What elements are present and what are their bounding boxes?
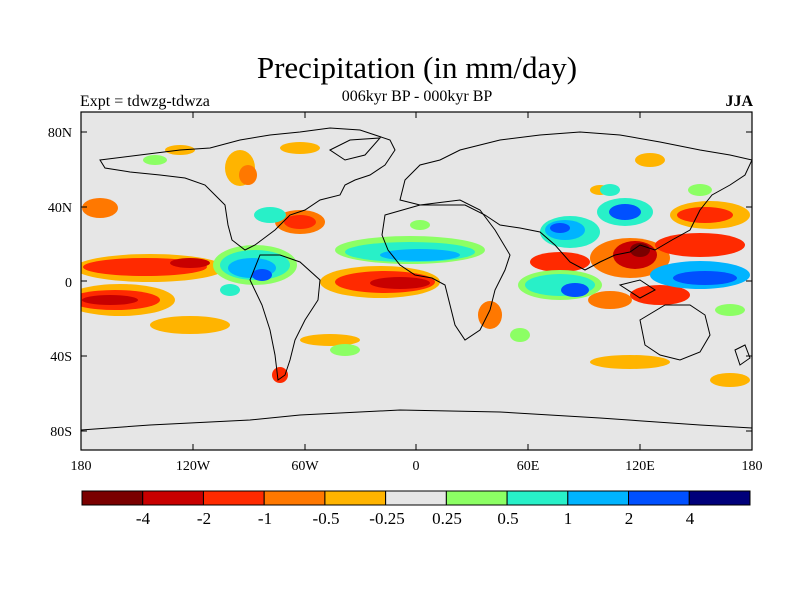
colorbar-label: 0.25 bbox=[432, 509, 462, 528]
map-subtitle: 006kyr BP - 000kyr BP bbox=[341, 88, 493, 105]
y-tick-label: 0 bbox=[65, 276, 72, 291]
colorbar-box bbox=[263, 490, 326, 506]
coastlines bbox=[81, 127, 752, 431]
colorbar-box bbox=[567, 490, 630, 506]
map-area bbox=[81, 112, 752, 450]
colorbar-label: 1 bbox=[564, 509, 573, 528]
x-tick-label: 0 bbox=[413, 459, 420, 474]
colorbar: -4 -2 -1 -0.5 -0.25 0.25 0.5 1 2 4 bbox=[81, 490, 751, 528]
colorbar-label: -0.5 bbox=[313, 509, 340, 528]
colorbar-box bbox=[445, 490, 508, 506]
season-label: JJA bbox=[725, 93, 753, 110]
x-tick-label: 180 bbox=[71, 459, 92, 474]
x-tick-label: 180 bbox=[742, 459, 763, 474]
colorbar-label: 0.5 bbox=[497, 509, 518, 528]
colorbar-box bbox=[628, 490, 690, 506]
colorbar-label: 2 bbox=[625, 509, 634, 528]
y-tick-label: 40N bbox=[48, 201, 72, 216]
colorbar-label: -4 bbox=[136, 509, 151, 528]
colorbar-box bbox=[81, 490, 144, 506]
colorbar-box bbox=[202, 490, 265, 506]
colorbar-label: -0.25 bbox=[369, 509, 404, 528]
anomaly-field bbox=[81, 142, 750, 387]
colorbar-box bbox=[688, 490, 751, 506]
colorbar-box bbox=[385, 490, 447, 506]
colorbar-label: -2 bbox=[197, 509, 211, 528]
colorbar-label: 4 bbox=[686, 509, 695, 528]
y-axis: 80N 40N 0 40S 80S bbox=[48, 126, 752, 440]
x-tick-label: 60W bbox=[291, 459, 319, 474]
colorbar-box bbox=[506, 490, 569, 506]
map-title: Precipitation (in mm/day) bbox=[256, 50, 578, 85]
colorbar-box bbox=[324, 490, 387, 506]
x-axis: 180 120W 60W 0 60E 120E 180 bbox=[71, 112, 763, 474]
y-tick-label: 40S bbox=[50, 350, 72, 365]
x-tick-label: 120E bbox=[625, 459, 655, 474]
y-tick-label: 80N bbox=[48, 126, 72, 141]
x-tick-label: 120W bbox=[176, 459, 211, 474]
x-tick-label: 60E bbox=[517, 459, 540, 474]
y-tick-label: 80S bbox=[50, 425, 72, 440]
experiment-label: Expt = tdwzg-tdwza bbox=[80, 93, 210, 110]
colorbar-box bbox=[142, 490, 204, 506]
colorbar-label: -1 bbox=[258, 509, 272, 528]
